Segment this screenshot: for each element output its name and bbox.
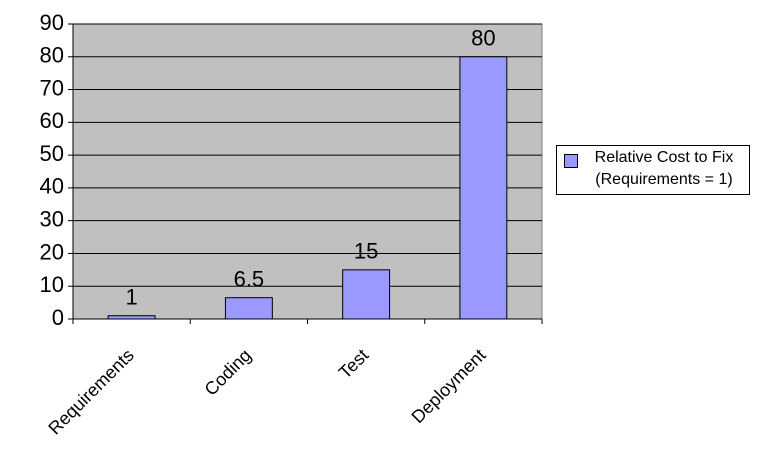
x-tick-label: Deployment bbox=[408, 345, 490, 427]
bar bbox=[459, 56, 508, 320]
x-tick-label: Requirements bbox=[44, 345, 137, 438]
bar bbox=[342, 269, 391, 320]
bar bbox=[107, 315, 156, 320]
y-tick-label: 10 bbox=[40, 272, 64, 297]
data-label: 6.5 bbox=[234, 267, 265, 292]
legend-swatch bbox=[564, 154, 578, 168]
legend: Relative Cost to Fix (Requirements = 1) bbox=[556, 145, 750, 195]
y-tick-label: 40 bbox=[40, 174, 64, 199]
y-tick-label: 20 bbox=[40, 239, 64, 264]
bar bbox=[224, 297, 273, 320]
data-label: 15 bbox=[354, 239, 378, 264]
y-tick-label: 70 bbox=[40, 75, 64, 100]
x-tick-label: Test bbox=[335, 345, 372, 382]
y-tick-label: 30 bbox=[40, 206, 64, 231]
y-tick-label: 0 bbox=[52, 305, 64, 330]
data-label: 80 bbox=[471, 26, 495, 51]
y-tick-label: 80 bbox=[40, 43, 64, 68]
data-label: 1 bbox=[126, 285, 138, 310]
y-tick-label: 60 bbox=[40, 108, 64, 133]
legend-label: Relative Cost to Fix (Requirements = 1) bbox=[594, 149, 734, 188]
x-tick-label: Coding bbox=[201, 345, 255, 399]
y-tick-label: 90 bbox=[40, 10, 64, 35]
y-tick-label: 50 bbox=[40, 141, 64, 166]
